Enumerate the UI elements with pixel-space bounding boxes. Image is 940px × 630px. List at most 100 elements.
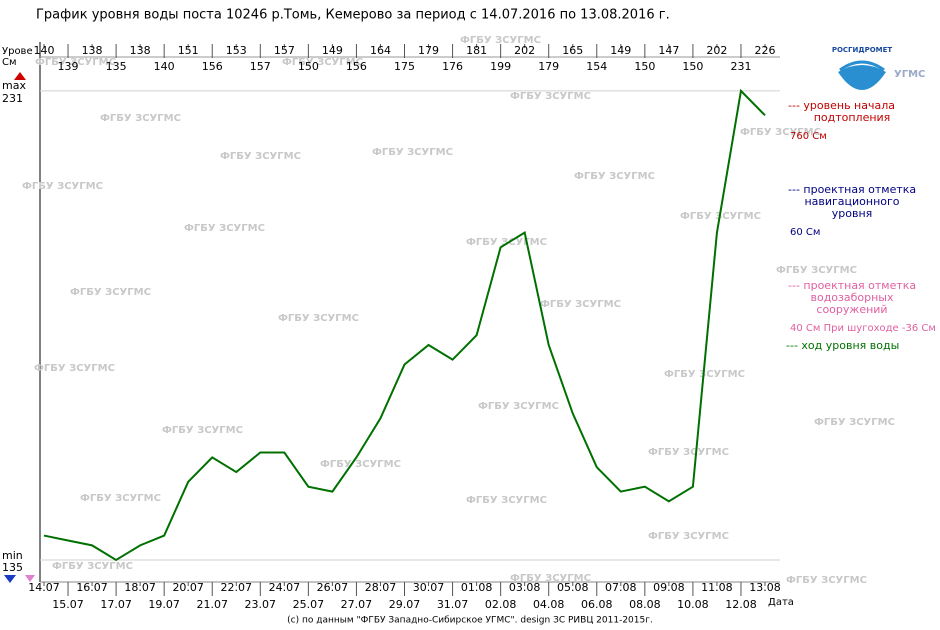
x-tick-label: 07.08 — [605, 581, 637, 594]
x-tick-label: 12.08 — [725, 598, 757, 611]
x-tick-label: 02.08 — [485, 598, 517, 611]
x-tick-label: 25.07 — [293, 598, 325, 611]
legend-text: --- проектная отметка — [788, 279, 916, 292]
value-label: 157 — [274, 44, 295, 57]
min-marker — [4, 575, 16, 583]
value-label: 150 — [682, 60, 703, 73]
watermark: ФГБУ ЗСУГМС — [540, 299, 621, 310]
watermark: ФГБУ ЗСУГМС — [466, 237, 547, 248]
x-tick-label: 09.08 — [653, 581, 685, 594]
watermark: ФГБУ ЗСУГМС — [466, 495, 547, 506]
watermark: ФГБУ ЗСУГМС — [162, 425, 243, 436]
x-tick-label: 23.07 — [245, 598, 277, 611]
watermark: ФГБУ ЗСУГМС — [80, 493, 161, 504]
value-label: 231 — [730, 60, 751, 73]
watermark: ФГБУ ЗСУГМС — [510, 91, 591, 102]
x-tick-label: 13.08 — [749, 581, 781, 594]
watermark: ФГБУ ЗСУГМС — [372, 147, 453, 158]
x-label: Дата — [768, 597, 794, 608]
value-label: 138 — [130, 44, 151, 57]
value-label: 140 — [154, 60, 175, 73]
value-label: 150 — [298, 60, 319, 73]
x-tick-label: 31.07 — [437, 598, 469, 611]
x-tick-label: 14.07 — [28, 581, 60, 594]
logo-wave — [839, 60, 885, 72]
value-label: 140 — [34, 44, 55, 57]
watermark: ФГБУ ЗСУГМС — [184, 223, 265, 234]
watermark: ФГБУ ЗСУГМС — [100, 113, 181, 124]
value-label: 149 — [610, 44, 631, 57]
watermark: ФГБУ ЗСУГМС — [278, 313, 359, 324]
x-tick-label: 30.07 — [413, 581, 445, 594]
watermark: ФГБУ ЗСУГМС — [34, 363, 115, 374]
value-label: 179 — [538, 60, 559, 73]
chart-title: График уровня воды поста 10246 р.Томь, К… — [36, 8, 670, 23]
legend-text: сооружений — [816, 303, 887, 316]
legend-text: --- проектная отметка — [788, 183, 916, 196]
x-tick-label: 15.07 — [52, 598, 84, 611]
x-tick-label: 20.07 — [172, 581, 204, 594]
legend-text: водозаборных — [810, 291, 894, 304]
watermark: ФГБУ ЗСУГМС — [648, 447, 729, 458]
value-label: 165 — [562, 44, 583, 57]
watermark: ФГБУ ЗСУГМС — [460, 35, 541, 46]
x-tick-label: 11.08 — [701, 581, 733, 594]
watermark: ФГБУ ЗСУГМС — [70, 287, 151, 298]
value-label: 151 — [178, 44, 199, 57]
legend-text: подтопления — [814, 111, 891, 124]
value-label: 147 — [658, 44, 679, 57]
legend-text: навигационного — [804, 195, 899, 208]
value-label: 199 — [490, 60, 511, 73]
watermark: ФГБУ ЗСУГМС — [814, 417, 895, 428]
x-tick-label: 16.07 — [76, 581, 108, 594]
watermark: ФГБУ ЗСУГМС — [320, 459, 401, 470]
x-tick-label: 28.07 — [365, 581, 397, 594]
x-tick-label: 06.08 — [581, 598, 613, 611]
max-label: max — [2, 79, 26, 92]
y-label: См — [2, 57, 17, 68]
data-line — [43, 88, 766, 562]
logo-wave — [838, 65, 886, 90]
logo-text: РОСГИДРОМЕТ — [832, 46, 893, 54]
x-tick-label: 26.07 — [317, 581, 349, 594]
x-tick-label: 24.07 — [269, 581, 301, 594]
legend-text: --- уровень начала — [788, 99, 895, 112]
y-tick-label: 231 — [2, 92, 23, 105]
x-tick-label: 04.08 — [533, 598, 565, 611]
value-label: 179 — [418, 44, 439, 57]
max-marker — [14, 72, 26, 80]
y-label: Урове — [2, 46, 33, 57]
marker — [25, 575, 35, 582]
watermark: ФГБУ ЗСУГМС — [478, 401, 559, 412]
x-tick-label: 18.07 — [124, 581, 156, 594]
x-tick-label: 21.07 — [196, 598, 228, 611]
x-tick-label: 08.08 — [629, 598, 661, 611]
footer: (с) по данным "ФГБУ Западно-Сибирское УГ… — [287, 616, 653, 626]
value-label: 139 — [58, 60, 79, 73]
value-label: 156 — [346, 60, 367, 73]
value-label: 164 — [370, 44, 391, 57]
value-label: 226 — [755, 44, 776, 57]
value-label: 150 — [634, 60, 655, 73]
logo: РОСГИДРОМЕТ УГМС — [832, 33, 925, 91]
watermark: ФГБУ ЗСУГМС — [776, 265, 857, 276]
value-label: 202 — [706, 44, 727, 57]
value-label: 135 — [106, 60, 127, 73]
value-label: 202 — [514, 44, 535, 57]
watermark: ФГБУ ЗСУГМС — [282, 57, 363, 68]
legend-text: уровня — [832, 207, 873, 220]
x-tick-label: 03.08 — [509, 581, 541, 594]
legend-value: 60 См — [790, 227, 820, 238]
x-tick-label: 01.08 — [461, 581, 493, 594]
value-label: 175 — [394, 60, 415, 73]
x-tick-label: 10.08 — [677, 598, 709, 611]
watermark: ФГБУ ЗСУГМС — [786, 575, 867, 586]
min-label: min — [2, 549, 23, 562]
value-label: 176 — [442, 60, 463, 73]
legend-entry: --- ход уровня воды — [786, 339, 899, 352]
watermark: ФГБУ ЗСУГМС — [52, 561, 133, 572]
watermark: ФГБУ ЗСУГМС — [220, 151, 301, 162]
watermark: ФГБУ ЗСУГМС — [740, 127, 821, 138]
legend-value: 40 См При шугоходе -36 См — [790, 323, 936, 334]
